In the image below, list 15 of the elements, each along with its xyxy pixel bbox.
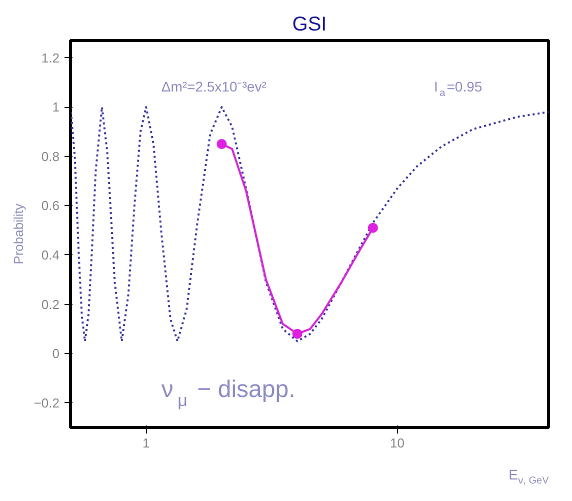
x-tick-label: 10 [390,436,405,450]
y-tick-label: 0.8 [41,148,60,164]
y-tick-label: −0.2 [34,395,60,410]
y-tick-label: 1.2 [41,50,60,66]
point [292,328,302,339]
point [368,222,378,233]
y-tick-label: 0.6 [41,198,60,214]
annotation: Δm²=2.5x10⁻³ev² [161,78,267,95]
y-axis-title: Probability [10,203,26,264]
y-tick-label: 0.2 [41,296,60,312]
y-tick-label: 0 [52,346,60,362]
y-tick-label: 0.4 [41,247,60,262]
point [216,139,227,150]
chart-title: GSI [292,14,327,36]
y-tick-label: 1 [52,100,60,115]
